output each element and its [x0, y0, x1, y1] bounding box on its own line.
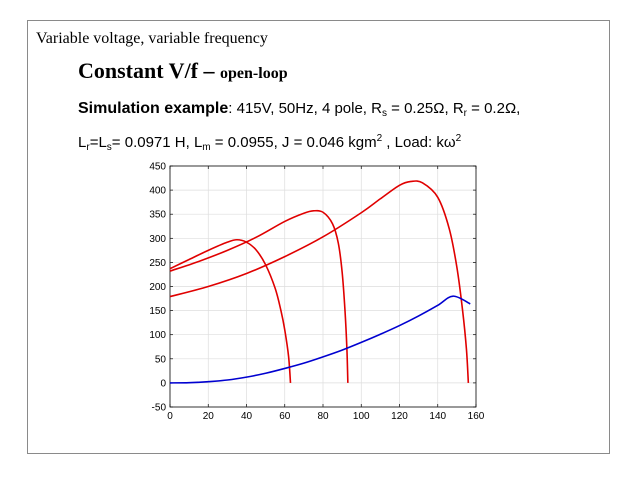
slide-title: Constant V/f – open-loop	[78, 58, 288, 84]
x-tick-label: 140	[429, 411, 446, 422]
params-text3: = 0.2Ω,	[467, 100, 521, 117]
params-l1: L	[78, 134, 87, 151]
y-tick-label: 100	[149, 330, 166, 341]
series-line-4	[169, 295, 471, 384]
series-line-3	[169, 180, 470, 383]
series-lines	[169, 180, 471, 384]
y-tick-label: 0	[160, 378, 166, 389]
y-tick-label: 350	[149, 210, 166, 221]
params-text1: : 415V, 50Hz, 4 pole, R	[228, 100, 382, 117]
y-tick-label: -50	[152, 403, 167, 414]
x-tick-label: 40	[241, 411, 253, 422]
x-tick-label: 20	[203, 411, 215, 422]
params-label: Simulation example	[78, 100, 229, 117]
axis-ticks: 0 20 40 60 80 100 120 140 160-500501001502002503…	[149, 162, 484, 423]
y-tick-label: 400	[149, 186, 166, 197]
x-tick-label: 0	[167, 411, 173, 422]
j-superscript: 2	[376, 133, 383, 144]
ls-subscript: s	[106, 142, 112, 153]
x-tick-label: 160	[468, 411, 485, 422]
params-l4: = 0.0955, J = 0.046 kgm	[210, 134, 377, 151]
x-tick-label: 100	[353, 411, 370, 422]
y-tick-label: 250	[149, 258, 166, 269]
x-tick-label: 120	[391, 411, 408, 422]
lr-subscript: r	[86, 142, 90, 153]
rs-subscript: s	[381, 108, 387, 119]
slide-heading: Variable voltage, variable frequency	[36, 30, 268, 47]
params-l3: = 0.0971 H, L	[111, 134, 203, 151]
params-line-1: Simulation example: 415V, 50Hz, 4 pole, …	[78, 96, 520, 126]
y-tick-label: 50	[155, 354, 167, 365]
y-tick-label: 150	[149, 306, 166, 317]
params-l2: =L	[89, 134, 107, 151]
x-tick-label: 80	[317, 411, 329, 422]
y-tick-label: 200	[149, 282, 166, 293]
grid-lines	[170, 166, 476, 407]
title-sub: open-loop	[220, 65, 288, 82]
y-tick-label: 450	[149, 162, 166, 173]
title-main: Constant V/f –	[78, 58, 221, 83]
x-tick-label: 60	[279, 411, 291, 422]
load-superscript: 2	[455, 133, 462, 144]
params-line-2: Lr=Ls= 0.0971 H, Lm = 0.0955, J = 0.046 …	[78, 126, 520, 160]
simulation-parameters: Simulation example: 415V, 50Hz, 4 pole, …	[78, 96, 520, 160]
series-line-2	[169, 209, 349, 383]
params-text2: = 0.25Ω, R	[386, 100, 464, 117]
series-line-1	[169, 238, 292, 383]
params-l5: , Load: kω	[382, 134, 456, 151]
lm-subscript: m	[202, 142, 211, 153]
rr-subscript: r	[463, 108, 467, 119]
y-tick-label: 300	[149, 234, 166, 245]
